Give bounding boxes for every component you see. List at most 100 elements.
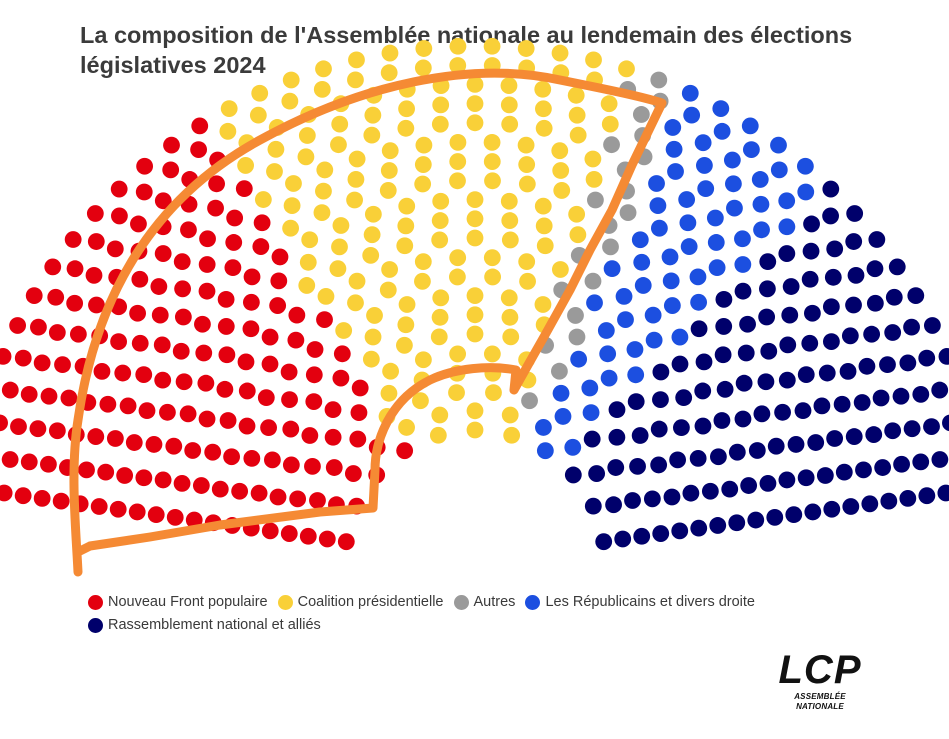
- seat-nouveau-front-populaire: [20, 453, 38, 471]
- seat-nouveau-front-populaire: [280, 525, 298, 542]
- seat-nouveau-front-populaire: [333, 345, 351, 363]
- seat-rassemblement-national-et-alli-s: [845, 428, 863, 445]
- seat-rassemblement-national-et-alli-s: [760, 342, 778, 360]
- seat-rassemblement-national-et-alli-s: [923, 418, 940, 435]
- seat-autres: [567, 307, 584, 324]
- seat-coalition-pr-sidentielle: [364, 205, 382, 223]
- seat-nouveau-front-populaire: [252, 238, 270, 255]
- seat-coalition-pr-sidentielle: [363, 226, 381, 244]
- seat-coalition-pr-sidentielle: [501, 212, 519, 229]
- seat-coalition-pr-sidentielle: [398, 296, 416, 313]
- seat-coalition-pr-sidentielle: [414, 175, 432, 193]
- seat-rassemblement-national-et-alli-s: [734, 410, 752, 428]
- seat-les-r-publicains-et-divers-droite: [648, 175, 665, 192]
- seat-rassemblement-national-et-alli-s: [739, 315, 756, 333]
- seat-autres: [521, 392, 538, 410]
- seat-les-r-publicains-et-divers-droite: [552, 384, 570, 402]
- seat-rassemblement-national-et-alli-s: [695, 353, 713, 371]
- seat-coalition-pr-sidentielle: [299, 253, 317, 271]
- seat-nouveau-front-populaire: [175, 373, 193, 391]
- seat-coalition-pr-sidentielle: [317, 288, 335, 305]
- seat-autres: [650, 71, 668, 89]
- seat-nouveau-front-populaire: [69, 325, 87, 343]
- seat-nouveau-front-populaire: [198, 256, 216, 273]
- seat-les-r-publicains-et-divers-droite: [615, 288, 633, 305]
- seat-coalition-pr-sidentielle: [466, 191, 484, 209]
- seat-coalition-pr-sidentielle: [466, 95, 484, 112]
- seat-les-r-publicains-et-divers-droite: [707, 234, 725, 251]
- seat-rassemblement-national-et-alli-s: [841, 327, 859, 345]
- seat-coalition-pr-sidentielle: [313, 204, 331, 222]
- seat-coalition-pr-sidentielle: [429, 426, 447, 444]
- seat-coalition-pr-sidentielle: [552, 162, 570, 179]
- seat-nouveau-front-populaire: [224, 259, 242, 277]
- seat-nouveau-front-populaire: [165, 437, 183, 455]
- seat-coalition-pr-sidentielle: [414, 351, 432, 369]
- seat-les-r-publicains-et-divers-droite: [586, 294, 603, 312]
- seat-les-r-publicains-et-divers-droite: [626, 341, 644, 358]
- seat-rassemblement-national-et-alli-s: [779, 336, 797, 354]
- seat-nouveau-front-populaire: [30, 318, 47, 336]
- seat-nouveau-front-populaire: [198, 410, 216, 428]
- seat-coalition-pr-sidentielle: [315, 182, 332, 200]
- seat-nouveau-front-populaire: [217, 290, 235, 308]
- seat-rassemblement-national-et-alli-s: [845, 296, 862, 314]
- seat-coalition-pr-sidentielle: [449, 153, 467, 170]
- seat-coalition-pr-sidentielle: [585, 51, 602, 69]
- seat-nouveau-front-populaire: [207, 199, 224, 217]
- seat-coalition-pr-sidentielle: [500, 96, 518, 114]
- seat-nouveau-front-populaire: [306, 341, 324, 358]
- seat-nouveau-front-populaire: [87, 428, 105, 445]
- seat-rassemblement-national-et-alli-s: [797, 469, 815, 487]
- seat-coalition-pr-sidentielle: [534, 80, 552, 98]
- seat-rassemblement-national-et-alli-s: [694, 417, 712, 435]
- seat-rassemblement-national-et-alli-s: [624, 492, 641, 509]
- seat-coalition-pr-sidentielle: [380, 162, 398, 179]
- seat-rassemblement-national-et-alli-s: [866, 294, 884, 312]
- seat-rassemblement-national-et-alli-s: [782, 278, 800, 295]
- seat-nouveau-front-populaire: [180, 221, 197, 239]
- seat-coalition-pr-sidentielle: [347, 294, 364, 312]
- seat-nouveau-front-populaire: [154, 192, 172, 210]
- seat-coalition-pr-sidentielle: [568, 205, 586, 223]
- seat-autres: [619, 204, 637, 222]
- seat-rassemblement-national-et-alli-s: [758, 308, 776, 326]
- seat-les-r-publicains-et-divers-droite: [599, 345, 617, 363]
- seat-les-r-publicains-et-divers-droite: [662, 272, 680, 290]
- seat-les-r-publicains-et-divers-droite: [564, 438, 582, 456]
- seat-nouveau-front-populaire: [288, 306, 306, 324]
- seat-coalition-pr-sidentielle: [500, 289, 518, 307]
- seat-nouveau-front-populaire: [260, 419, 277, 437]
- seat-rassemblement-national-et-alli-s: [748, 442, 766, 459]
- seat-rassemblement-national-et-alli-s: [605, 496, 622, 514]
- seat-autres: [587, 191, 604, 209]
- seat-coalition-pr-sidentielle: [348, 272, 366, 290]
- seat-nouveau-front-populaire: [173, 253, 191, 271]
- seat-les-r-publicains-et-divers-droite: [770, 136, 787, 154]
- seat-rassemblement-national-et-alli-s: [804, 503, 822, 521]
- seat-rassemblement-national-et-alli-s: [804, 304, 821, 322]
- seat-nouveau-front-populaire: [261, 355, 279, 373]
- seat-rassemblement-national-et-alli-s: [757, 373, 775, 391]
- seat-les-r-publicains-et-divers-droite: [726, 199, 743, 217]
- seat-coalition-pr-sidentielle: [484, 268, 502, 286]
- seat-coalition-pr-sidentielle: [219, 122, 237, 140]
- seat-coalition-pr-sidentielle: [568, 106, 586, 124]
- seat-rassemblement-national-et-alli-s: [710, 448, 727, 466]
- seat-nouveau-front-populaire: [14, 487, 32, 505]
- seat-les-r-publicains-et-divers-droite: [712, 100, 730, 117]
- seat-les-r-publicains-et-divers-droite: [644, 306, 662, 324]
- seat-coalition-pr-sidentielle: [483, 249, 501, 267]
- seat-nouveau-front-populaire: [269, 488, 287, 506]
- seat-rassemblement-national-et-alli-s: [778, 371, 796, 389]
- seat-nouveau-front-populaire: [109, 500, 127, 518]
- seat-rassemblement-national-et-alli-s: [690, 519, 708, 537]
- seat-coalition-pr-sidentielle: [331, 238, 348, 256]
- seat-coalition-pr-sidentielle: [584, 150, 602, 168]
- seat-nouveau-front-populaire: [29, 420, 47, 438]
- seat-nouveau-front-populaire: [88, 296, 105, 314]
- seat-coalition-pr-sidentielle: [364, 106, 382, 124]
- seat-coalition-pr-sidentielle: [501, 406, 519, 424]
- seat-coalition-pr-sidentielle: [483, 37, 501, 55]
- seat-coalition-pr-sidentielle: [501, 231, 519, 249]
